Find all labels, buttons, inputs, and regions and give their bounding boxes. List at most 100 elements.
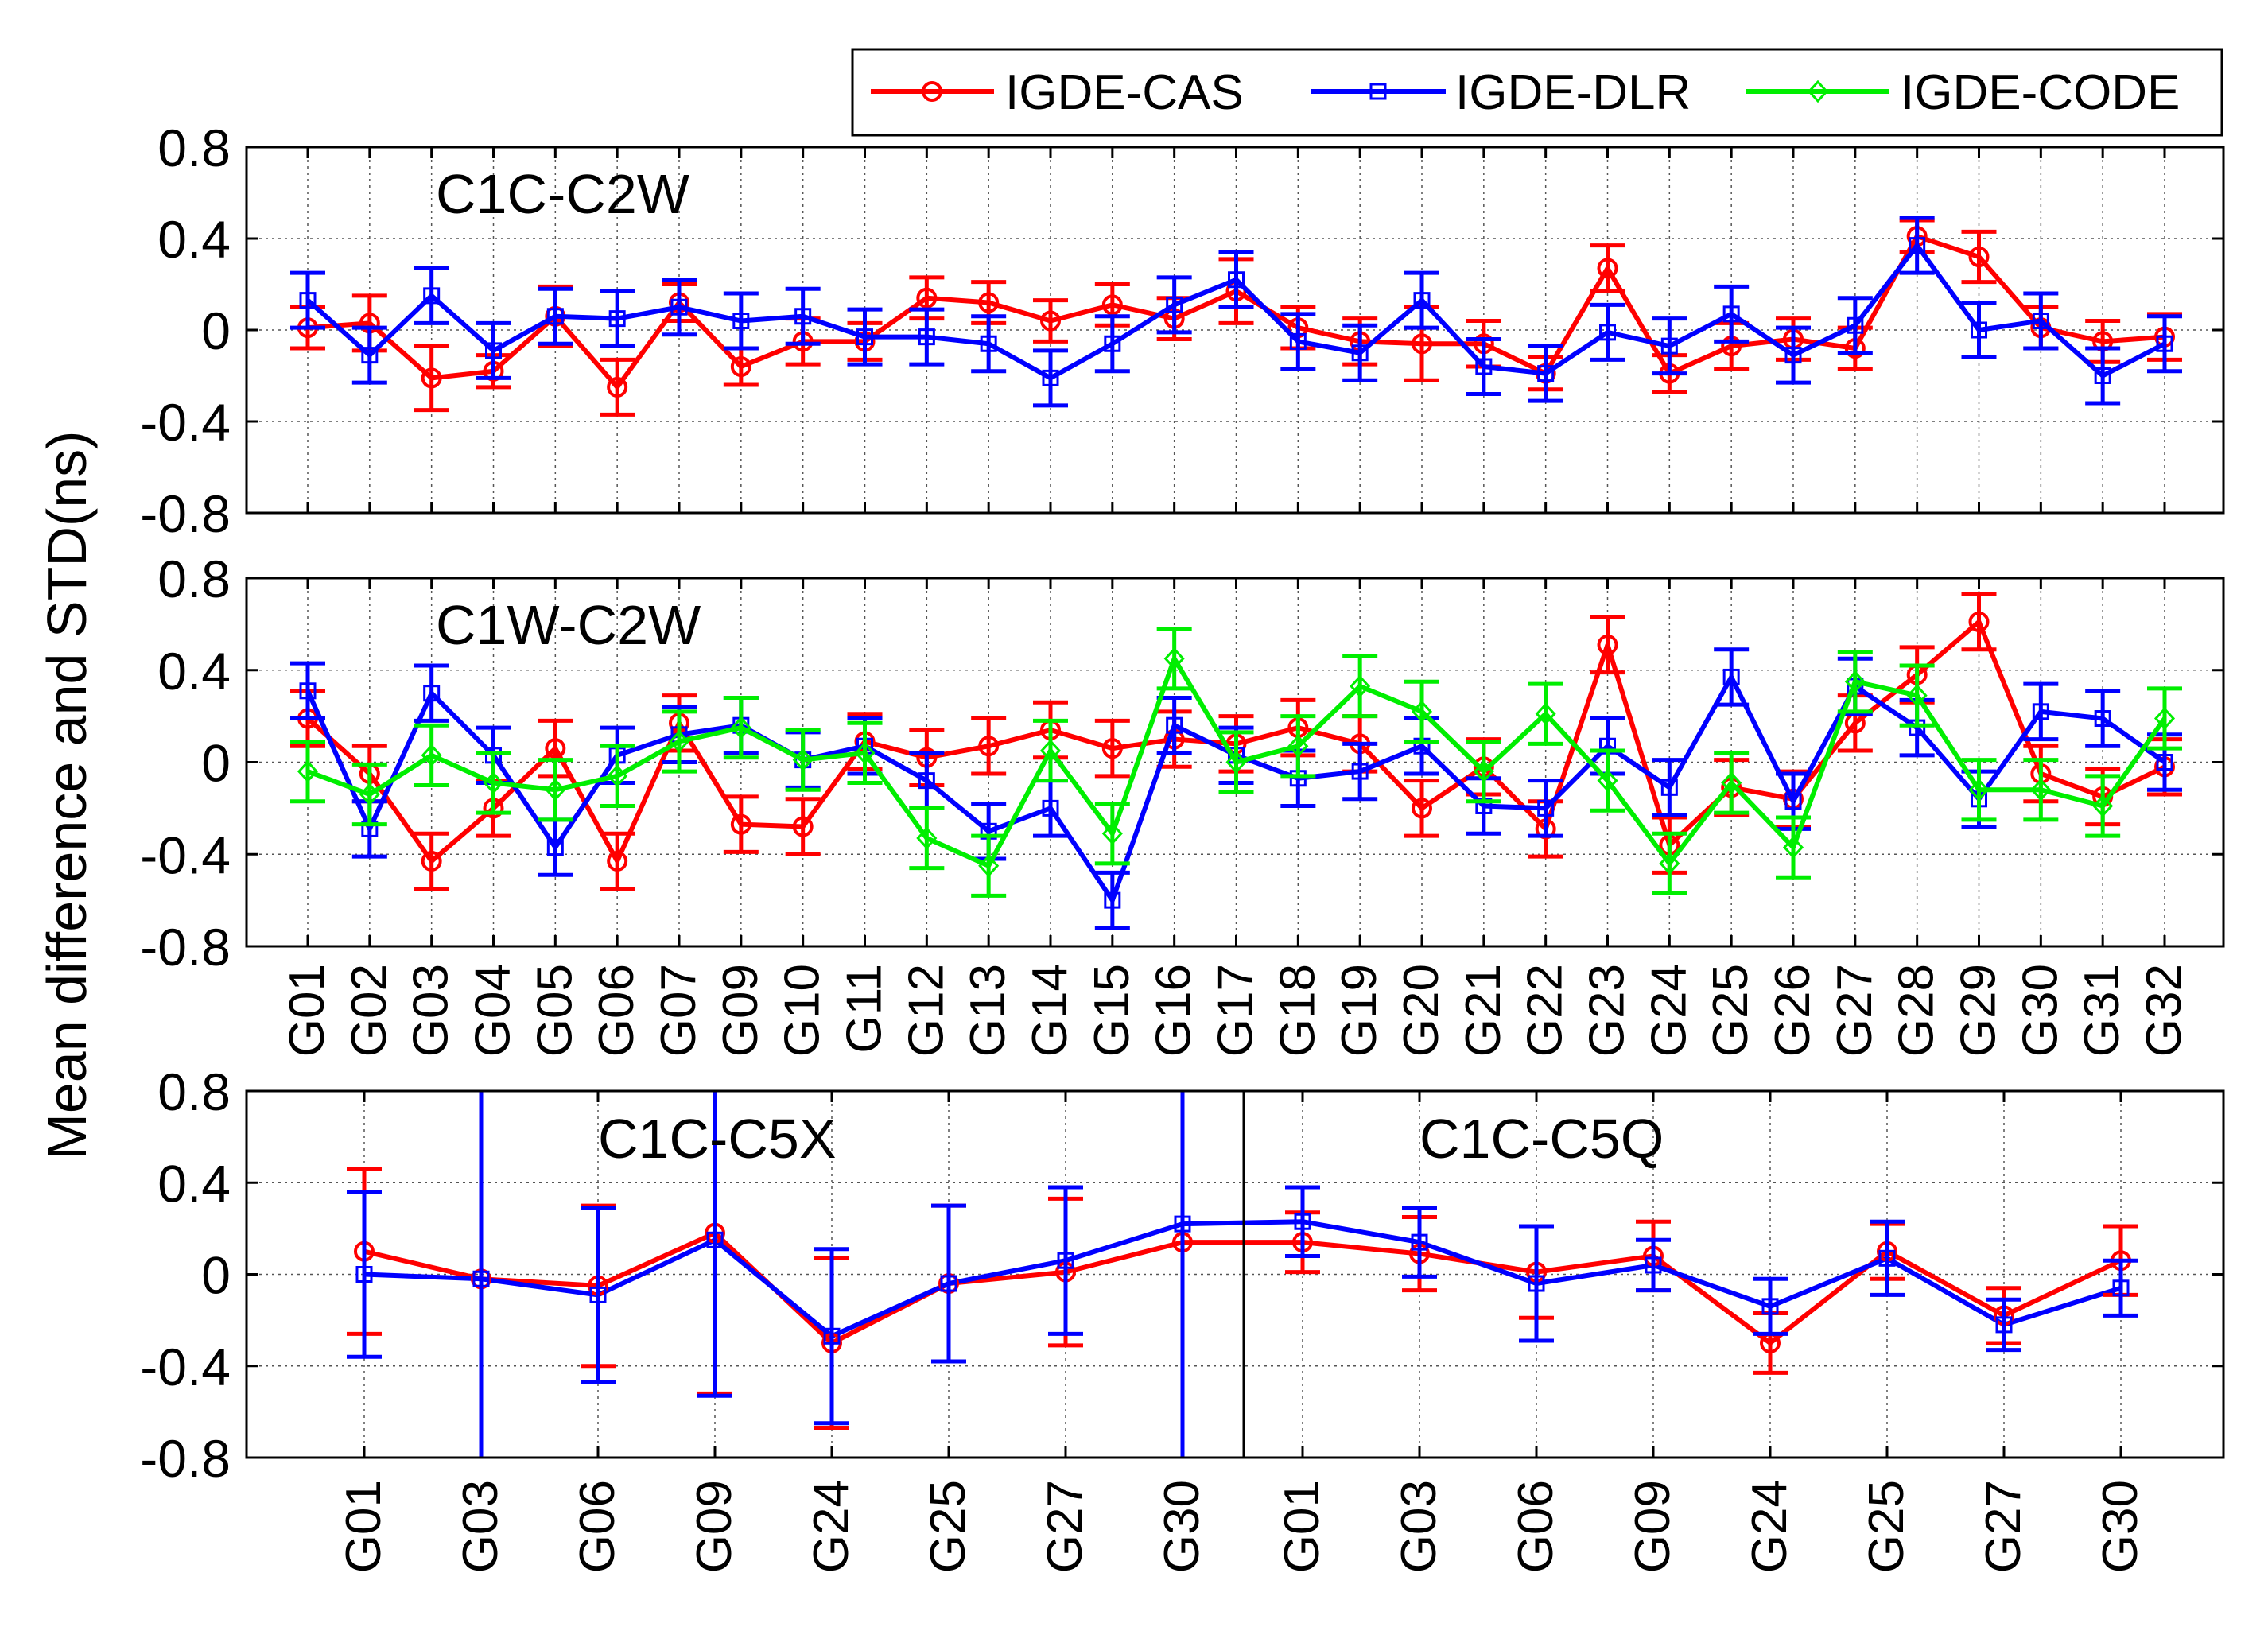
x-tick-label: G12 (899, 964, 953, 1057)
data-point-dlr (1104, 335, 1121, 352)
data-point-dlr (1166, 716, 1183, 734)
x-tick-label: G06 (570, 1480, 625, 1573)
data-point-dlr (1761, 1298, 1779, 1315)
data-point-code (1659, 852, 1680, 876)
data-point-code (545, 779, 566, 802)
legend-entry-cas: IGDE-CAS (871, 65, 1244, 120)
data-point-dlr (1847, 316, 1864, 334)
data-point-cas (421, 367, 442, 389)
x-tick-label: G06 (589, 964, 644, 1057)
data-point-dlr (1413, 292, 1431, 309)
x-tick-label: G24 (1742, 1480, 1797, 1573)
x-tick-label: G27 (1976, 1480, 2031, 1573)
x-tick-label: G07 (651, 964, 706, 1057)
data-point-dlr (1057, 1252, 1074, 1269)
data-point-cas (1968, 611, 1990, 632)
legend: IGDE-CAS IGDE-DLR IGDE-CODE (851, 48, 2223, 137)
data-point-code (2092, 794, 2114, 817)
data-point-code (1101, 821, 1123, 845)
data-point-cas (978, 736, 1000, 757)
data-point-dlr (1528, 1275, 1545, 1292)
data-point-code (1473, 759, 1494, 783)
y-tick-label: -0.8 (140, 918, 231, 977)
data-point-dlr (1878, 1249, 1896, 1267)
x-tick-label: G15 (1085, 964, 1140, 1057)
y-axis-label: Mean difference and STD(ns) (36, 431, 98, 1160)
data-point-dlr (361, 347, 379, 364)
x-tick-label: G24 (804, 1480, 859, 1573)
data-point-dlr (2112, 1279, 2130, 1297)
data-point-dlr (1995, 1316, 2013, 1334)
legend-entry-dlr: IGDE-DLR (1311, 65, 1691, 120)
data-point-cas (730, 356, 751, 377)
panel-c1c-c5x-c5q: 0.8 0.4 0 -0.4 -0.8 G01 G03 G06 G09 G24 G25 G27 G30 G… (140, 1062, 2225, 1573)
data-point-dlr (299, 682, 317, 700)
y-tick-label: -0.4 (140, 825, 231, 884)
data-point-dlr (1351, 763, 1369, 780)
data-point-dlr (918, 772, 935, 790)
x-tick-label: G29 (1951, 964, 2006, 1057)
data-point-dlr (1411, 1233, 1428, 1251)
x-tick-label: G25 (921, 1480, 976, 1573)
x-tick-label: G06 (1509, 1480, 1563, 1573)
axes-frame (245, 1089, 2225, 1459)
x-tick-label: G32 (2137, 964, 2192, 1057)
panel-title: C1C-C5Q (1419, 1108, 1664, 1170)
data-point-cas (607, 376, 628, 398)
data-point-dlr (1537, 799, 1555, 817)
data-point-cas (792, 816, 814, 837)
legend-marker-cas (922, 81, 942, 102)
data-point-dlr (1351, 344, 1369, 362)
legend-label-dlr: IGDE-DLR (1455, 65, 1691, 120)
data-point-code (792, 748, 814, 771)
data-point-dlr (1645, 1256, 1662, 1274)
data-point-code (1782, 836, 1804, 859)
x-tick-label: G28 (1889, 964, 1944, 1057)
y-tick-label: 0.8 (157, 549, 231, 608)
data-point-cas (730, 814, 751, 835)
x-tick-label: G18 (1270, 964, 1325, 1057)
y-tick-label: 0 (201, 301, 231, 360)
data-point-dlr (1289, 332, 1307, 350)
x-tick-label: G31 (2075, 964, 2130, 1057)
x-tick-label: G27 (1038, 1480, 1093, 1573)
data-point-dlr (1174, 1215, 1191, 1233)
data-point-dlr (794, 308, 812, 325)
x-tick-label: G17 (1209, 964, 1264, 1057)
y-tick-label: 0.4 (157, 210, 231, 269)
y-tick-label: -0.8 (140, 484, 231, 543)
data-point-dlr (980, 335, 997, 352)
data-point-code (2030, 779, 2052, 802)
data-point-dlr (706, 1231, 724, 1248)
x-tick-label: G19 (1332, 964, 1387, 1057)
y-tick-label: 0.4 (157, 1154, 231, 1213)
data-point-dlr (1537, 365, 1555, 382)
data-point-cas (607, 850, 628, 872)
data-point-cas (421, 850, 442, 872)
data-point-dlr (1104, 891, 1121, 909)
data-point-dlr (299, 292, 317, 309)
panel-title: C1C-C5X (598, 1108, 837, 1170)
x-tick-label: G01 (336, 1480, 391, 1573)
x-tick-label: G27 (1827, 964, 1882, 1057)
data-point-dlr (546, 839, 564, 856)
x-tick-label: G26 (1765, 964, 1820, 1057)
data-point-dlr (670, 298, 688, 316)
x-tick-label: G02 (342, 964, 397, 1057)
data-point-dlr (2032, 703, 2049, 720)
data-point-cas (1597, 258, 1618, 279)
data-point-dlr (546, 308, 564, 325)
data-point-cas (1412, 333, 1432, 355)
data-point-dlr (1042, 799, 1059, 817)
y-tick-label: 0 (201, 1246, 231, 1305)
data-point-dlr (423, 685, 441, 702)
data-point-dlr (940, 1275, 957, 1292)
data-point-dlr (1909, 237, 1926, 254)
data-point-dlr (423, 287, 441, 305)
data-point-dlr (1228, 271, 1245, 289)
data-point-dlr (1294, 1213, 1311, 1230)
data-point-code (854, 741, 876, 765)
data-point-dlr (918, 328, 935, 346)
panel-c1c-c2w: 0.8 0.4 0 -0.4 -0.8 C1C-C2W (140, 118, 2225, 543)
data-point-code (1597, 769, 1618, 792)
